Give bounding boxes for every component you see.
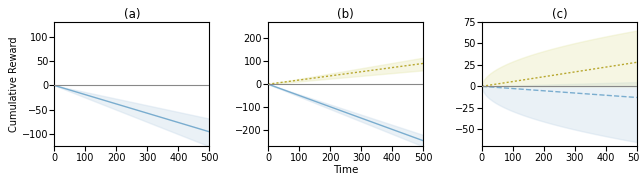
Y-axis label: Cumulative Reward: Cumulative Reward — [9, 36, 19, 132]
Title: (c): (c) — [552, 8, 567, 21]
Title: (a): (a) — [124, 8, 140, 21]
Title: (b): (b) — [337, 8, 354, 21]
X-axis label: Time: Time — [333, 165, 358, 175]
